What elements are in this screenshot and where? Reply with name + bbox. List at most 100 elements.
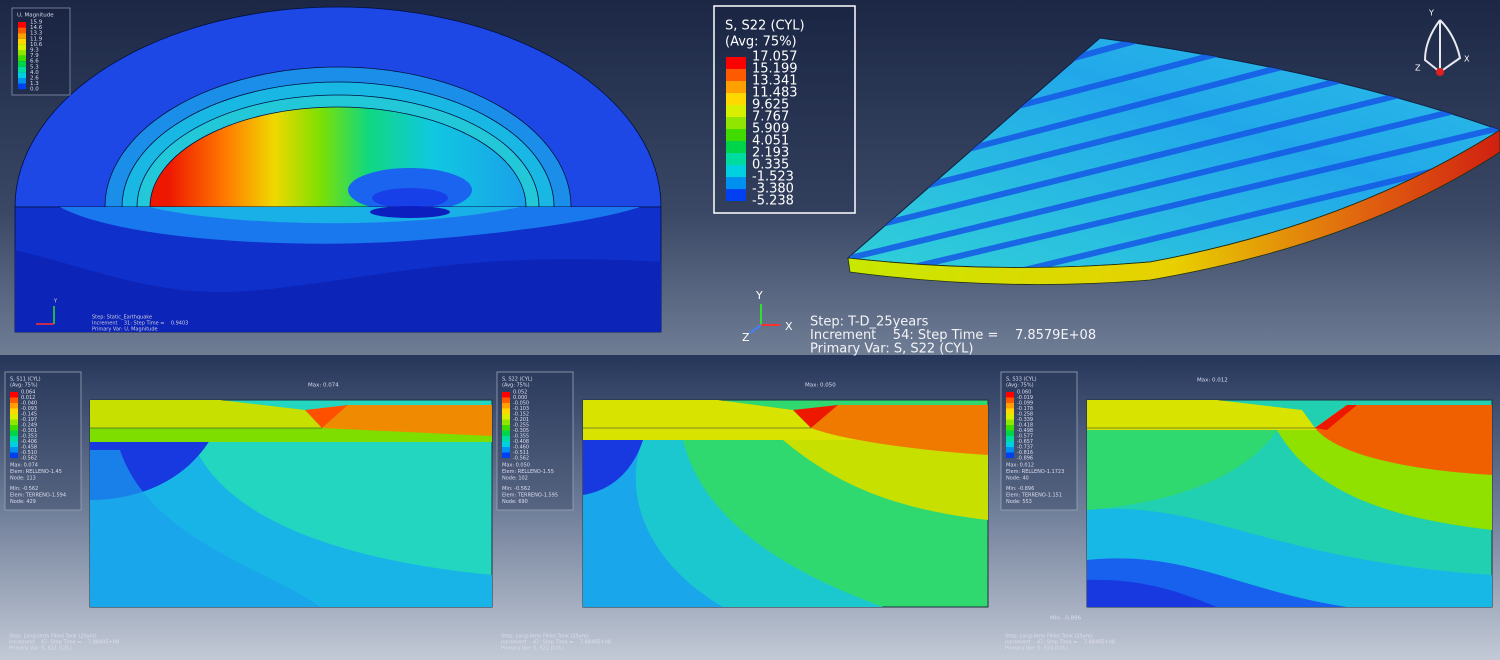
legend-swatch: [10, 436, 18, 442]
legend-value: -0.458: [21, 445, 37, 451]
legend-value: -0.301: [21, 428, 37, 434]
legend-value: -0.355: [513, 434, 529, 440]
extreme-text: Max: 0.012: [1006, 463, 1034, 469]
legend-value: 17.057: [752, 50, 798, 65]
legend-value: -0.201: [513, 417, 529, 423]
legend-value: -0.103: [513, 406, 529, 412]
footer-text: Increment 47: Step Time = 7.8840E+08: [9, 640, 119, 646]
legend-value: -0.816: [1017, 450, 1033, 456]
legend-title: S, S11 (CYL): [10, 377, 41, 383]
triad-label: Y: [53, 299, 58, 305]
legend-swatch: [726, 69, 746, 81]
legend-value: 0.064: [21, 390, 35, 396]
annotation: Max: 0.012: [1197, 378, 1228, 384]
legend-swatch: [18, 78, 26, 84]
footer-text: Primary Var: U, Magnitude: [92, 327, 158, 333]
legend-value: -0.737: [1017, 445, 1033, 451]
legend-swatch: [502, 397, 510, 403]
legend-swatch: [10, 392, 18, 398]
legend-value: -0.339: [1017, 417, 1033, 423]
legend-swatch: [1006, 425, 1014, 431]
triad-label: X: [1464, 55, 1470, 64]
legend-swatch: [10, 403, 18, 409]
legend-swatch: [726, 105, 746, 117]
extreme-text: Elem: TERRENO-1.594: [10, 493, 66, 499]
legend-value: 7.9: [30, 53, 39, 59]
legend-value: 14.6: [30, 25, 43, 31]
legend-value: -0.418: [1017, 423, 1033, 429]
legend-value: 0.060: [1017, 390, 1031, 396]
extreme-text: Node: 690: [502, 499, 528, 505]
legend-value: 10.6: [30, 42, 43, 48]
legend-value: 13.3: [30, 31, 43, 37]
legend-average: (Avg: 75%): [10, 383, 38, 389]
legend-swatch: [18, 83, 26, 90]
legend-value: -3.380: [752, 182, 794, 197]
legend-average: (Avg: 75%): [502, 383, 530, 389]
legend-value: 5.3: [30, 64, 39, 70]
legend-value: -0.657: [1017, 439, 1033, 445]
extreme-text: Min: -0.896: [1006, 486, 1034, 492]
legend-swatch: [1006, 452, 1014, 458]
legend-value: 0.012: [21, 395, 35, 401]
legend-swatch: [1006, 397, 1014, 403]
legend-value: -0.255: [513, 423, 529, 429]
legend-value: 0.0: [30, 87, 39, 93]
legend-value: -5.238: [752, 194, 794, 209]
legend-title: S, S33 (CYL): [1006, 377, 1037, 383]
legend-swatch: [18, 44, 26, 50]
legend-value: 0.000: [513, 395, 527, 401]
legend-swatch: [10, 397, 18, 403]
footer-text: Increment 47: Step Time = 7.8840E+08: [501, 640, 611, 646]
triad-label: X: [785, 320, 793, 333]
legend-value: -0.460: [513, 445, 529, 451]
legend-swatch: [502, 436, 510, 442]
legend-swatch: [18, 22, 26, 28]
annotation: Max: 0.074: [308, 383, 339, 389]
legend-value: -0.305: [513, 428, 529, 434]
legend-swatch: [726, 177, 746, 189]
triad-label: Z: [1415, 64, 1421, 73]
legend-swatch: [502, 452, 510, 458]
legend-swatch: [10, 430, 18, 436]
footer-text: Primary Var: S, S33 (CYL): [1005, 646, 1068, 652]
legend-swatch: [502, 392, 510, 398]
legend-value: -0.408: [513, 439, 529, 445]
dome-model: [14, 6, 662, 333]
legend-swatch: [502, 447, 510, 453]
legend-swatch: [18, 72, 26, 78]
legend-value: -0.099: [1017, 401, 1033, 407]
legend-swatch: [10, 447, 18, 453]
legend-value: -0.019: [1017, 395, 1033, 401]
extreme-text: Node: 102: [502, 476, 528, 482]
legend-swatch: [1006, 436, 1014, 442]
legend-title: S, S22 (CYL): [502, 377, 533, 383]
extreme-text: Elem: RELLENO-1.45: [10, 469, 62, 475]
legend-value: -0.093: [21, 406, 37, 412]
legend-value: 1.3: [30, 81, 39, 87]
legend-swatch: [10, 408, 18, 414]
triad-label: Y: [1428, 9, 1434, 18]
legend-value: -0.040: [21, 401, 37, 407]
legend-swatch: [726, 129, 746, 141]
contour-plot-s33: [1086, 399, 1493, 608]
legend-value: 11.9: [30, 36, 43, 42]
legend-swatch: [1006, 447, 1014, 453]
annotation: Max: 0.050: [805, 383, 836, 389]
legend-swatch: [502, 419, 510, 425]
triad-label: Y: [755, 289, 763, 302]
legend-swatch: [502, 425, 510, 431]
footer-text: Increment 54: Step Time = 7.8579E+08: [810, 328, 1096, 343]
legend-value: 11.483: [752, 86, 798, 101]
corner-triad: [1423, 19, 1462, 76]
footer-text: Step: Static_Earthquake: [92, 315, 152, 321]
triad-label: Z: [742, 331, 750, 344]
extreme-text: Elem: RELLENO-1.55: [502, 469, 554, 475]
legend-value: -0.353: [21, 434, 37, 440]
legend-value: 15.9: [30, 20, 43, 26]
legend-swatch: [10, 419, 18, 425]
legend-title: U, Magnitude: [17, 13, 54, 19]
extreme-text: Max: 0.074: [10, 463, 38, 469]
extreme-text: Elem: TERRENO-1.151: [1006, 493, 1062, 499]
